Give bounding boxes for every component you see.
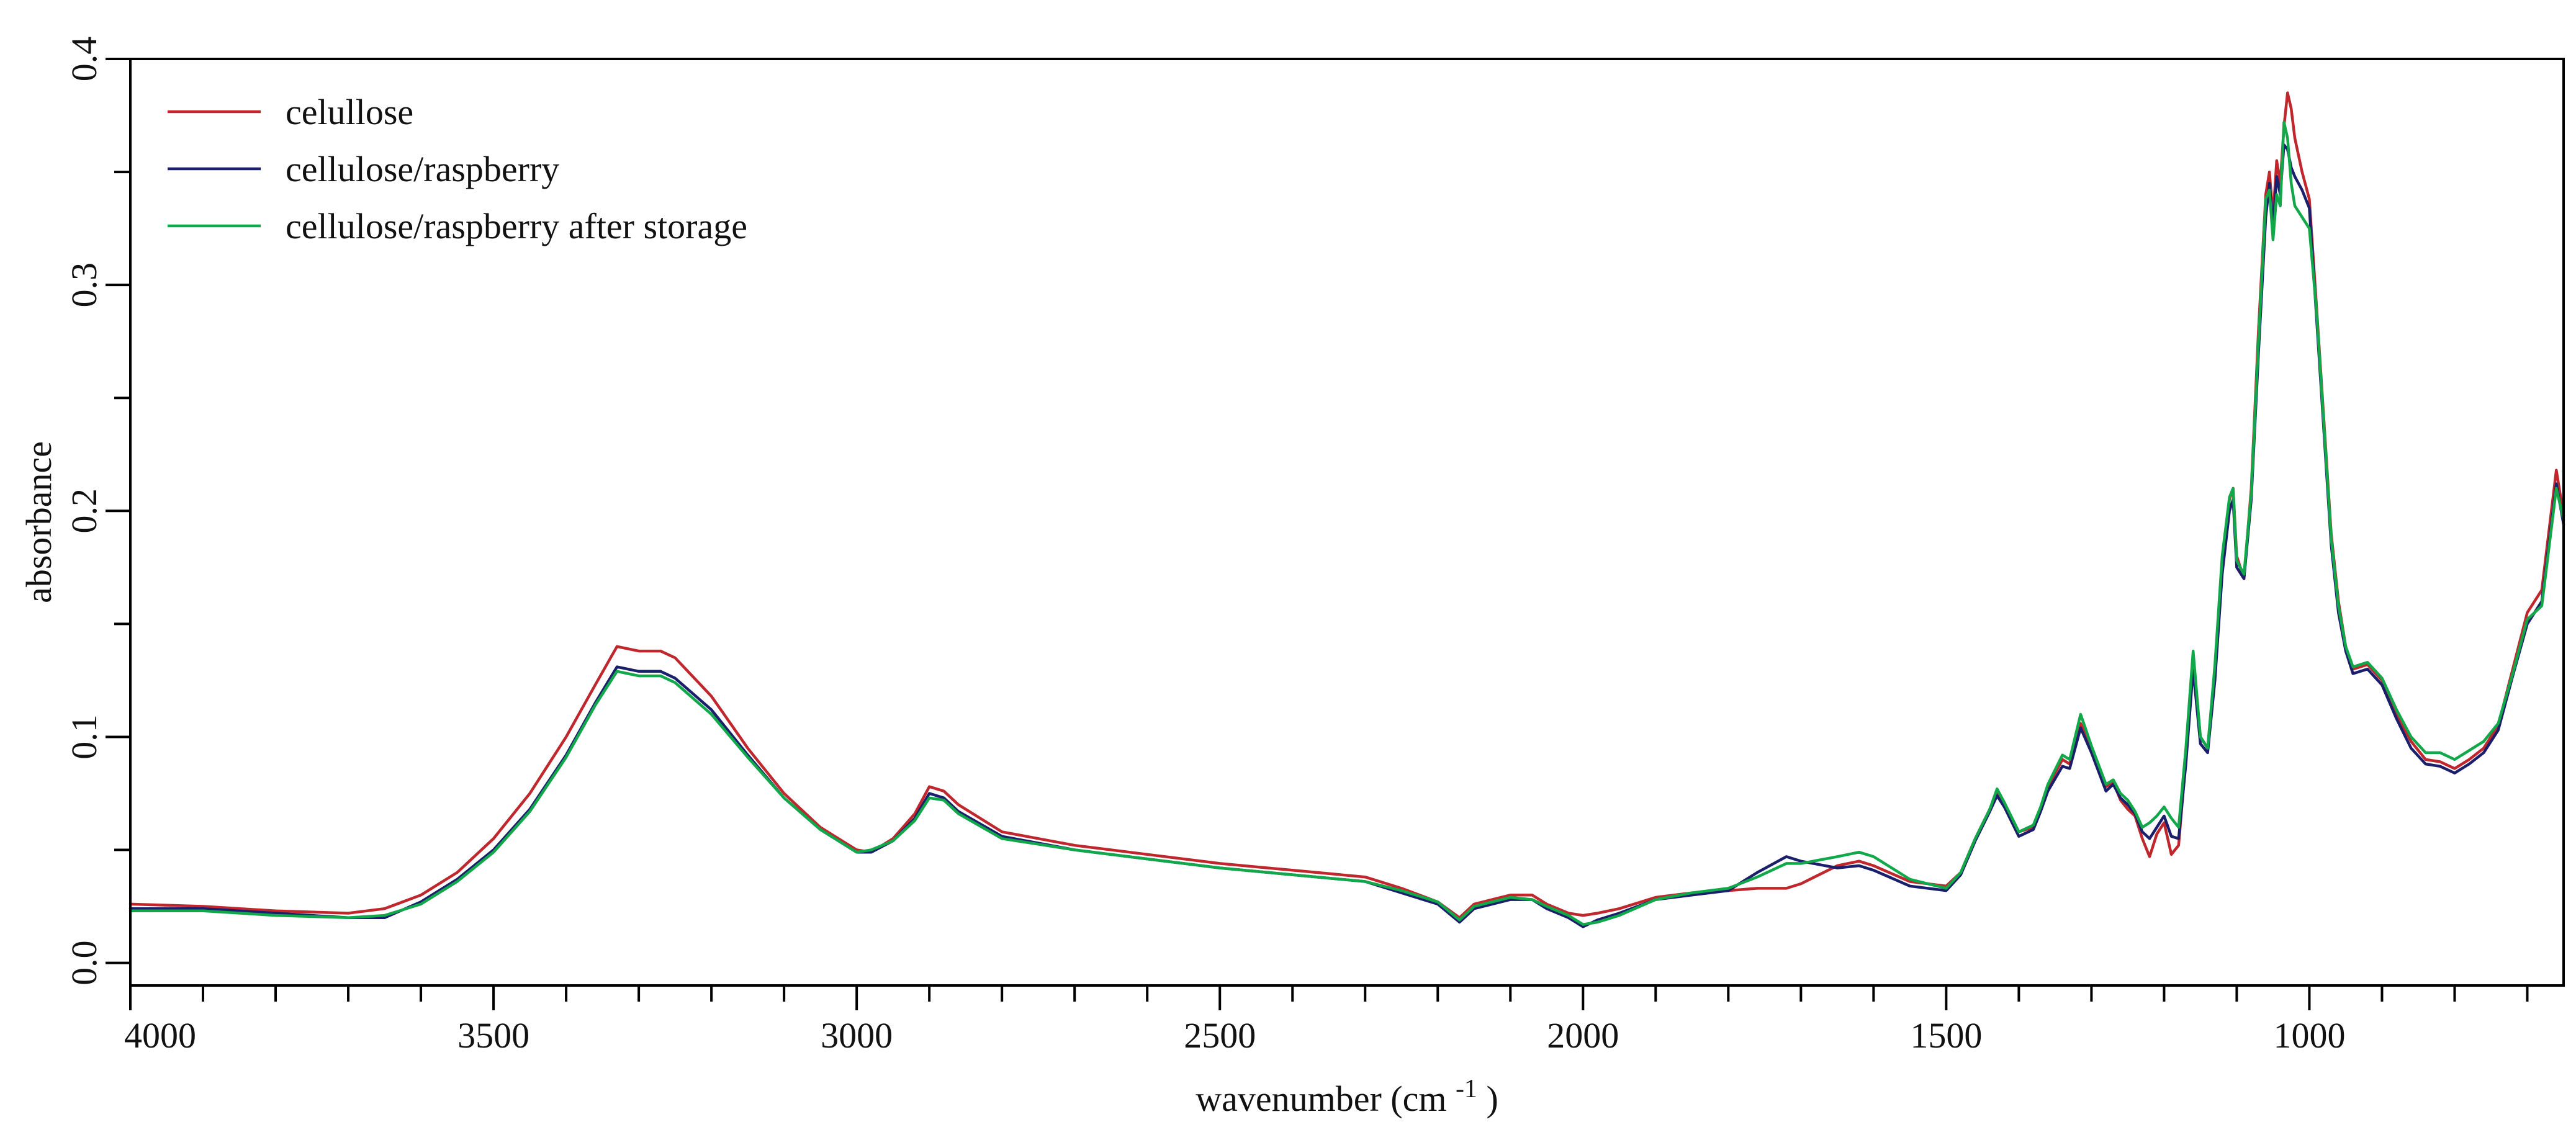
- x-axis-title-close: ): [1486, 1079, 1498, 1119]
- legend-label: cellulose/raspberry: [286, 149, 559, 189]
- legend-label: cellulose/raspberry after storage: [286, 206, 747, 246]
- plot-frame: [129, 58, 2565, 987]
- legend-label: celullose: [286, 92, 413, 132]
- x-tick-label: 3500: [457, 1015, 529, 1056]
- y-axis-title: absorbance: [19, 441, 59, 603]
- legend: celullose cellulose/raspberry cellulose/ra…: [168, 92, 747, 246]
- y-tick-label: 0.2: [64, 488, 104, 534]
- x-axis-title-superscript: -1: [1456, 1075, 1477, 1103]
- x-axis-title-text: wavenumber (cm: [1196, 1079, 1446, 1119]
- x-tick-label: 3000: [821, 1015, 893, 1056]
- y-tick-label: 0.4: [64, 37, 104, 82]
- x-tick-label: 2500: [1184, 1015, 1256, 1056]
- x-tick-label: 1000: [2273, 1015, 2345, 1056]
- x-axis-title: wavenumber (cm -1 ): [1196, 1065, 1498, 1119]
- series-line-cellulose-raspberry-after-storage: [128, 120, 2565, 926]
- x-tick-label: 2000: [1547, 1015, 1619, 1056]
- y-tick-label: 0.1: [64, 714, 104, 760]
- y-tick-label: 0.3: [64, 263, 104, 308]
- y-tick-label: 0.0: [64, 940, 104, 985]
- plot-series: [128, 91, 2565, 928]
- x-tick-label: 1500: [1910, 1015, 1982, 1056]
- x-tick-label: 4000: [124, 1015, 196, 1056]
- x-axis: 4000 3500 3000 2500 2000 1500 1000: [124, 985, 2529, 1056]
- y-axis: 0.0 0.1 0.2 0.3 0.4: [64, 37, 130, 985]
